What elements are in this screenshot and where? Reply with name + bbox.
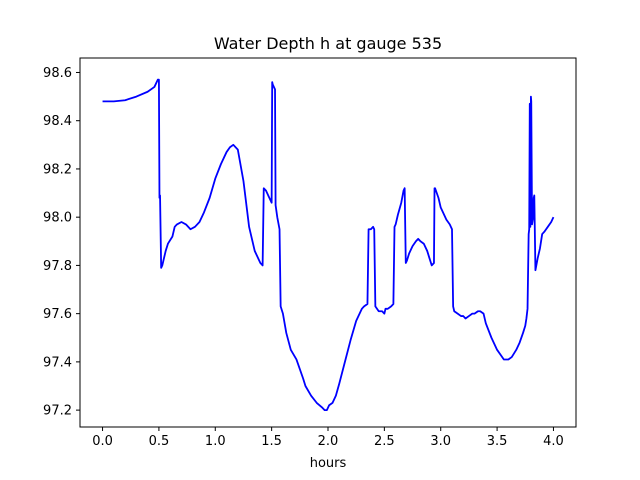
x-tick-label: 0.5 — [149, 434, 170, 449]
series-line-0 — [102, 78, 555, 412]
chart-title: Water Depth h at gauge 535 — [214, 34, 442, 53]
x-tick-label: 1.0 — [205, 434, 226, 449]
y-tick-label: 98.0 — [43, 211, 72, 226]
y-tick-label: 97.2 — [43, 404, 72, 419]
series-group — [102, 78, 555, 412]
x-tick-label: 2.0 — [318, 434, 339, 449]
y-tick-label: 98.6 — [43, 66, 72, 81]
axes-frame — [79, 57, 577, 428]
x-axis-ticks: 0.0 0.5 1.0 1.5 2.0 2.5 3.0 3.5 4.0 — [92, 427, 564, 449]
x-tick-label: 0.0 — [92, 434, 113, 449]
x-tick-label: 1.5 — [261, 434, 282, 449]
x-tick-label: 3.0 — [430, 434, 451, 449]
x-tick-label: 4.0 — [543, 434, 564, 449]
y-tick-label: 97.8 — [43, 259, 72, 274]
y-tick-label: 98.2 — [43, 162, 72, 177]
y-tick-label: 97.6 — [43, 307, 72, 322]
y-tick-label: 98.4 — [43, 114, 72, 129]
x-axis-label: hours — [310, 456, 347, 471]
y-axis-ticks: 97.2 97.4 97.6 97.8 98.0 98.2 98.4 98.6 — [43, 66, 80, 419]
x-tick-label: 3.5 — [487, 434, 508, 449]
x-tick-label: 2.5 — [374, 434, 395, 449]
y-tick-label: 97.4 — [43, 355, 72, 370]
